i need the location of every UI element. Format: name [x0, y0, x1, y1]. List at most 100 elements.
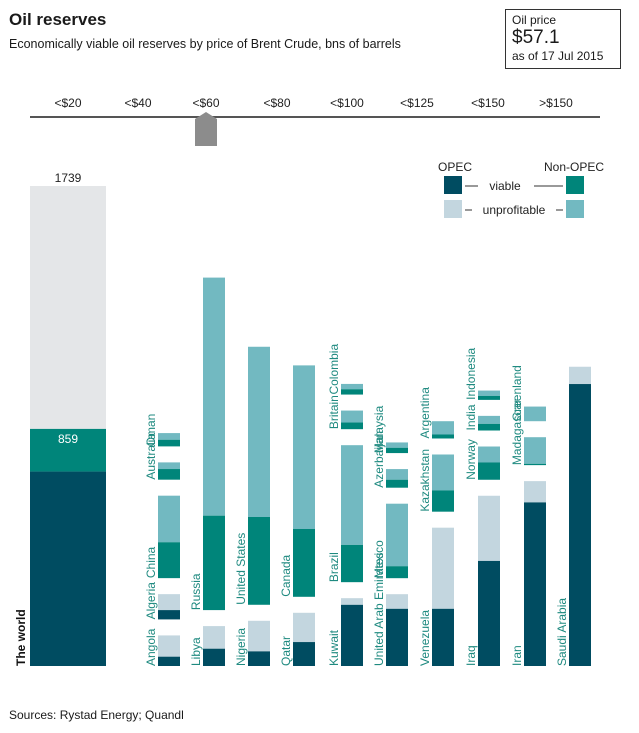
country-label-iraq: Iraq [464, 645, 478, 666]
oil-price-box: Oil price $57.1 as of 17 Jul 2015 [505, 9, 621, 69]
bar-viable-canada [293, 528, 315, 597]
country-label-united-arab-emirates: United Arab Emirates [372, 553, 386, 666]
bar-unprofitable-algeria [158, 594, 180, 611]
bar-viable-oman [158, 439, 180, 447]
bar-viable-russia [203, 515, 225, 611]
current-price-marker-icon [195, 112, 217, 146]
country-label-united-states: United States [234, 533, 248, 605]
bar-unprofitable-iran [524, 481, 546, 503]
bar-unprofitable-saudi-arabia [569, 366, 591, 385]
bar-unprofitable-norway [478, 446, 500, 463]
bar-unprofitable-britain [341, 410, 363, 423]
oil-price-value: $57.1 [512, 27, 560, 48]
bar-viable-mexico [386, 566, 408, 579]
legend-unprofitable-label: unprofitable [483, 203, 546, 217]
bar-unprofitable-united-arab-emirates [386, 594, 408, 609]
price-band-label-8: >$150 [539, 96, 573, 110]
bar-unprofitable-australia [158, 462, 180, 470]
world-viable-nonopec-segment [30, 428, 106, 472]
legend-nonopec-viable-swatch [566, 176, 584, 194]
bar-viable-madagascar [524, 463, 546, 466]
bar-unprofitable-malaysia [386, 442, 408, 448]
bar-viable-saudi-arabia [569, 384, 591, 666]
bar-viable-algeria [158, 610, 180, 620]
bar-unprofitable-colombia [341, 383, 363, 390]
bar-viable-kuwait [341, 604, 363, 666]
country-label-iran: Iran [510, 645, 524, 666]
bar-viable-argentina [432, 434, 454, 439]
reserves-chart: <$20 <$40 <$60 <$80 <$100 <$125 <$150 >$150 1739… [14, 96, 604, 666]
bar-unprofitable-madagascar [524, 437, 546, 464]
bar-viable-iran [524, 502, 546, 666]
country-label-madagascar: Madagascar [510, 399, 524, 465]
price-band-label-3: <$60 [192, 96, 219, 110]
bar-viable-qatar [293, 642, 315, 666]
world-label: The world [14, 609, 28, 666]
oil-price-date: as of 17 Jul 2015 [512, 49, 604, 63]
country-label-kazakhstan: Kazakhstan [418, 449, 432, 512]
legend-opec-viable-swatch [444, 176, 462, 194]
oil-price-label: Oil price [512, 13, 557, 27]
bar-unprofitable-china [158, 495, 180, 543]
country-label-oman: Oman [144, 414, 158, 447]
bar-viable-nigeria [248, 651, 270, 666]
bar-unprofitable-indonesia [478, 390, 500, 396]
country-label-azerbaijan: Azerbaijan [372, 431, 386, 488]
country-label-saudi-arabia: Saudi Arabia [555, 598, 569, 666]
bar-viable-venezuela [432, 608, 454, 666]
bar-viable-angola [158, 656, 180, 666]
bar-viable-norway [478, 462, 500, 480]
bar-viable-libya [203, 648, 225, 666]
bar-viable-india [478, 423, 500, 431]
bar-unprofitable-nigeria [248, 620, 270, 652]
world-viable-label: 859 [58, 432, 78, 446]
bar-unprofitable-india [478, 415, 500, 424]
bar-unprofitable-kuwait [341, 598, 363, 605]
legend-nonopec-heading: Non-OPEC [544, 160, 604, 174]
country-label-mexico: Mexico [372, 540, 386, 578]
bar-unprofitable-angola [158, 635, 180, 657]
legend-nonopec-unprofitable-swatch [566, 200, 584, 218]
country-label-australia: Australia [144, 433, 158, 480]
bar-viable-brazil [341, 544, 363, 583]
bar-unprofitable-kazakhstan [432, 454, 454, 491]
world-total-label: 1739 [55, 171, 82, 185]
bar-viable-colombia [341, 389, 363, 395]
world-unprofitable-segment [30, 186, 106, 429]
country-label-greenland: Greenland [510, 365, 524, 421]
country-label-nigeria: Nigeria [234, 628, 248, 666]
chart-title: Oil reserves [9, 10, 107, 29]
bar-viable-china [158, 542, 180, 579]
legend-viable-label: viable [489, 179, 521, 193]
country-label-china: China [144, 546, 158, 578]
bar-unprofitable-oman [158, 433, 180, 440]
country-label-angola: Angola [144, 628, 158, 666]
country-label-colombia: Colombia [327, 344, 341, 395]
bar-viable-iraq [478, 560, 500, 666]
world-viable-opec-segment [30, 471, 106, 666]
bar-unprofitable-brazil [341, 445, 363, 545]
bar-viable-united-arab-emirates [386, 608, 408, 666]
country-label-indonesia: Indonesia [464, 348, 478, 400]
country-label-venezuela: Venezuela [418, 610, 432, 666]
country-label-kuwait: Kuwait [327, 629, 341, 666]
price-band-label-7: <$150 [471, 96, 505, 110]
country-label-argentina: Argentina [418, 387, 432, 439]
price-band-label-4: <$80 [263, 96, 290, 110]
price-band-label-6: <$125 [400, 96, 434, 110]
bar-viable-malaysia [386, 447, 408, 454]
legend-opec-unprofitable-swatch [444, 200, 462, 218]
price-band-label-1: <$20 [54, 96, 81, 110]
bar-unprofitable-qatar [293, 612, 315, 643]
chart-subtitle: Economically viable oil reserves by pric… [9, 37, 401, 51]
bar-viable-australia [158, 469, 180, 480]
legend-opec-heading: OPEC [438, 160, 472, 174]
source-note: Sources: Rystad Energy; Quandl [9, 708, 184, 722]
bar-unprofitable-argentina [432, 421, 454, 435]
bar-viable-azerbaijan [386, 479, 408, 488]
country-label-qatar: Qatar [279, 636, 293, 666]
country-label-britain: Britain [327, 395, 341, 429]
bar-viable-kazakhstan [432, 490, 454, 512]
bar-unprofitable-azerbaijan [386, 469, 408, 480]
bar-viable-united-states [248, 517, 270, 605]
